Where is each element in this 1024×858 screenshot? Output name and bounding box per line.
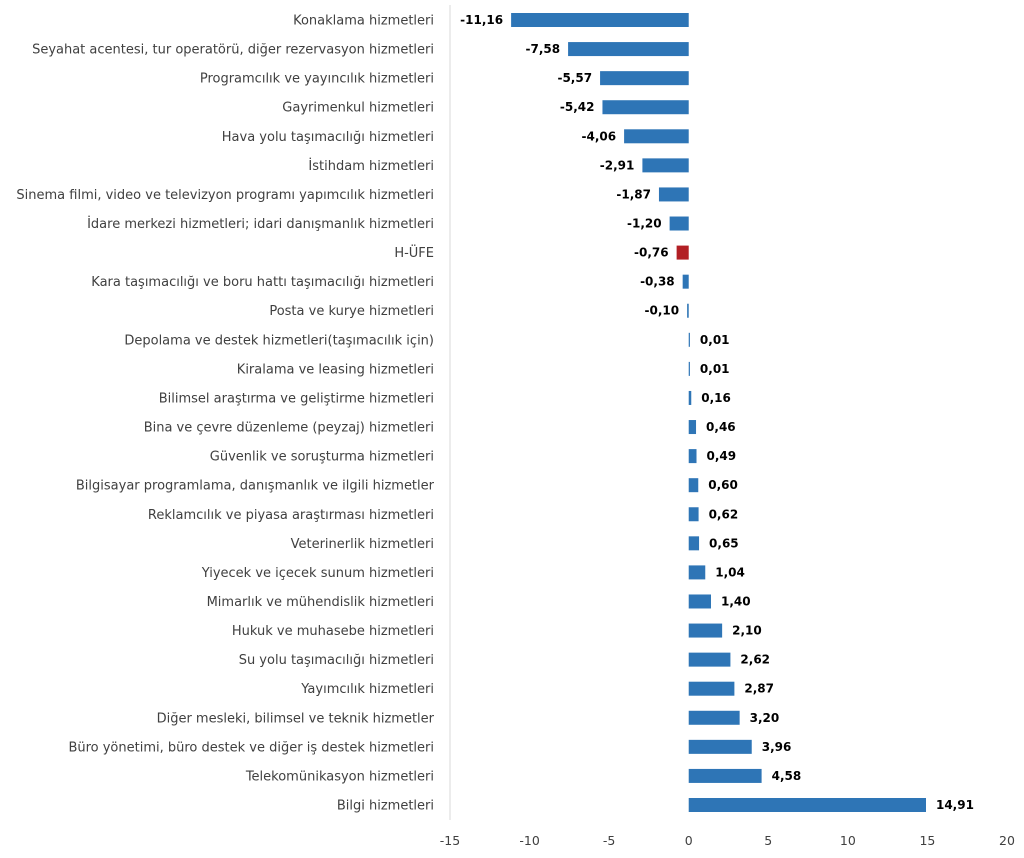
category-label: Diğer mesleki, bilimsel ve teknik hizmet… [157,711,435,726]
value-label: 1,40 [721,594,751,608]
category-label: Kara taşımacılığı ve boru hattı taşımacı… [91,275,434,290]
bar [624,129,689,144]
value-label: -5,57 [557,71,592,85]
value-label: 3,96 [762,740,792,754]
value-label: 0,49 [707,449,737,463]
value-label: 0,65 [709,536,739,550]
value-label: 2,62 [740,653,770,667]
bar [688,768,762,783]
category-label: İdare merkezi hizmetleri; idari danışman… [87,216,434,232]
bar [688,332,690,347]
value-label: 0,62 [709,507,739,521]
bar [642,158,689,173]
bar [688,739,752,754]
bar [568,42,689,57]
value-label: -0,10 [645,304,680,318]
category-label: Gayrimenkul hizmetleri [282,101,434,116]
bar [688,798,926,812]
bar [688,390,692,405]
value-label: 2,10 [732,624,762,638]
bar [688,623,723,638]
value-label: 0,01 [700,362,730,376]
category-label: Konaklama hizmetleri [293,14,434,29]
category-label: İstihdam hizmetleri [308,158,434,174]
category-label: Bina ve çevre düzenleme (peyzaj) hizmetl… [144,421,434,436]
bar [676,245,689,260]
bar [688,478,699,493]
x-tick-label: -10 [519,833,539,848]
value-label: -2,91 [600,158,635,172]
category-label: Güvenlik ve soruşturma hizmetleri [210,450,434,465]
x-tick-label: 15 [919,833,935,848]
bar [658,187,689,202]
x-tick-label: -15 [440,833,460,848]
value-label: 1,04 [715,565,745,579]
category-label: Su yolu taşımacılığı hizmetleri [239,653,434,668]
bar [688,420,697,435]
bar [602,100,689,115]
category-label: Yiyecek ve içecek sunum hizmetleri [201,566,434,581]
category-label: Posta ve kurye hizmetleri [269,304,434,319]
bar [687,303,689,318]
category-label: Reklamcılık ve piyasa araştırması hizmet… [148,508,434,523]
value-label: 4,58 [772,769,802,783]
value-label: 0,60 [708,478,738,492]
category-label: Veterinerlik hizmetleri [291,537,434,552]
value-label: -7,58 [525,42,560,56]
category-label: Sinema filmi, video ve televizyon progra… [16,188,434,203]
value-label: -5,42 [560,100,595,114]
category-label: Telekomünikasyon hizmetleri [245,769,434,784]
value-label: -1,20 [627,217,662,231]
value-label: -11,16 [460,13,503,27]
value-label: -0,38 [640,275,675,289]
value-label: 0,01 [700,333,730,347]
category-label: Büro yönetimi, büro destek ve diğer iş d… [68,740,434,755]
category-label: Depolama ve destek hizmetleri(taşımacılı… [124,333,434,348]
category-label: Bilgisayar programlama, danışmanlık ve i… [76,479,435,494]
x-tick-label: 20 [999,833,1015,848]
x-tick-label: 5 [764,833,772,848]
x-tick-label: -5 [603,833,615,848]
value-label: 0,16 [701,391,731,405]
value-label: -0,76 [634,246,669,260]
bar [688,681,735,696]
bar [669,216,689,231]
bar [688,536,700,551]
category-label: H-ÜFE [394,244,434,261]
value-label: 2,87 [744,682,774,696]
bar [688,507,699,522]
category-label: Hava yolu taşımacılığı hizmetleri [222,130,434,145]
bar [688,652,731,667]
value-label: 14,91 [936,798,974,812]
value-label: 0,46 [706,420,736,434]
category-label: Seyahat acentesi, tur operatörü, diğer r… [32,43,434,58]
category-label: Bilgi hizmetleri [337,799,434,814]
bar [600,71,689,86]
bar [688,565,706,580]
x-tick-label: 0 [685,833,693,848]
category-label: Mimarlık ve mühendislik hizmetleri [207,595,434,610]
category-label: Yayımcılık hizmetleri [300,682,434,697]
value-label: 3,20 [750,711,780,725]
category-label: Hukuk ve muhasebe hizmetleri [232,624,434,639]
value-label: -1,87 [616,187,651,201]
category-label: Bilimsel araştırma ve geliştirme hizmetl… [159,391,434,406]
category-label: Programcılık ve yayıncılık hizmetleri [200,72,434,87]
bar [688,449,697,464]
bar [688,710,740,725]
category-label: Kiralama ve leasing hizmetleri [237,362,434,377]
bar [688,361,690,376]
bar [511,13,689,27]
bar [682,274,689,289]
value-label: -4,06 [582,129,617,143]
bar [688,594,711,609]
x-tick-label: 10 [840,833,856,848]
